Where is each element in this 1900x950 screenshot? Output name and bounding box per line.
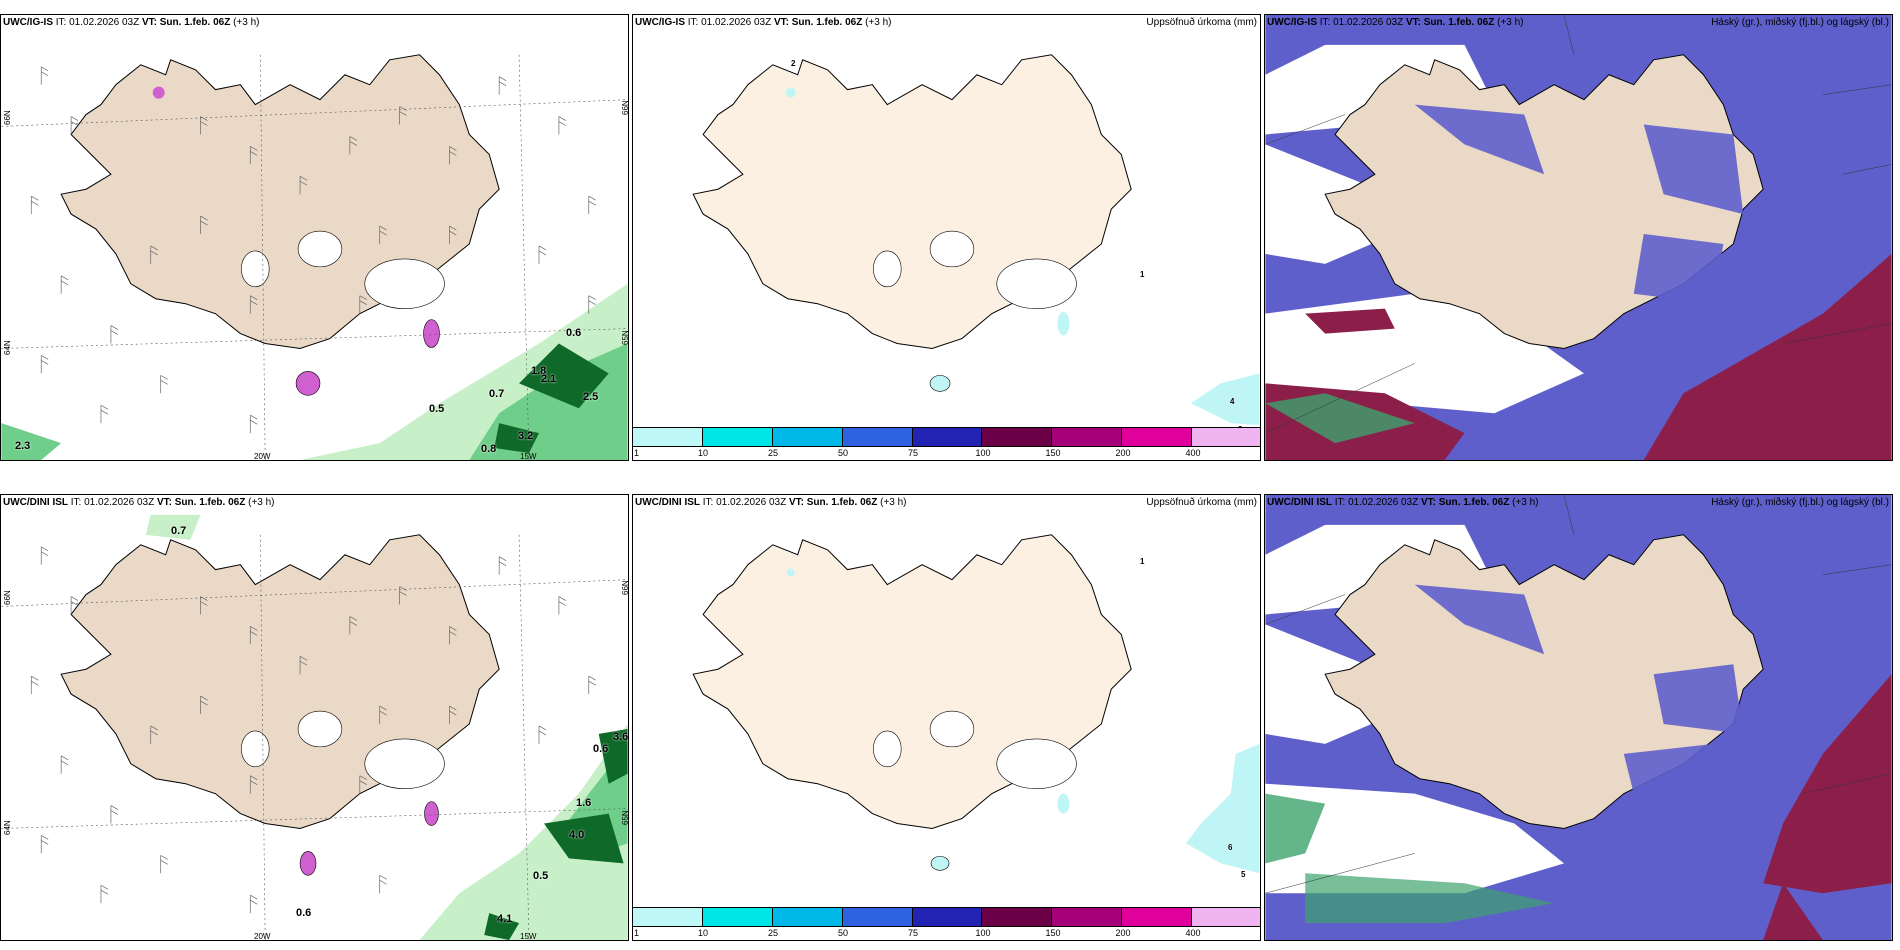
colorbar-swatch <box>842 428 913 446</box>
panel-dini-wind: UWC/DINI ISL IT: 01.02.2026 03Z VT: Sun.… <box>0 494 629 941</box>
colorbar-swatch <box>702 428 773 446</box>
colorbar-swatch <box>702 908 773 926</box>
lat-label: 66N <box>3 110 12 125</box>
lon-label: 15W <box>520 452 537 461</box>
colorbar-swatch <box>1052 428 1123 446</box>
colorbar-tick: 400 <box>1185 448 1201 458</box>
panel-title: UWC/IG-IS IT: 01.02.2026 03Z VT: Sun. 1.… <box>1267 17 1524 28</box>
colorbar-swatch <box>1122 428 1193 446</box>
value-label: 2.1 <box>541 373 557 385</box>
map-canvas <box>1 15 628 460</box>
lat-label: 66N <box>3 590 12 605</box>
lon-label: 15W <box>520 932 537 941</box>
value-label: 6 <box>1228 843 1233 852</box>
colorbar-tick: 150 <box>1045 448 1061 458</box>
lat-label: 66N <box>621 100 629 115</box>
colorbar-ticks: 1 10 25 50 75 100 150 200 400 <box>633 927 1260 940</box>
lon-label: 20W <box>254 452 271 461</box>
colorbar-swatch <box>912 428 983 446</box>
colorbar-tick: 10 <box>697 928 709 938</box>
colorbar-swatch <box>633 428 703 446</box>
colorbar-tick: 150 <box>1045 928 1061 938</box>
lon-label: 20W <box>254 932 271 941</box>
value-label: 0.7 <box>171 525 187 537</box>
lat-label: 65N <box>621 330 629 345</box>
panel-dini-clouds: UWC/DINI ISL IT: 01.02.2026 03Z VT: Sun.… <box>1264 494 1893 941</box>
colorbar-swatch <box>1052 908 1123 926</box>
panel-right-title: Háský (gr.), miðský (fj.bl.) og lágský (… <box>1711 17 1889 28</box>
value-label: 2.3 <box>15 440 31 452</box>
value-label: 1 <box>1140 270 1145 279</box>
value-label: 1.8 <box>531 365 547 377</box>
colorbar-tick: 50 <box>837 928 849 938</box>
lat-label: 64N <box>3 820 12 835</box>
colorbar-swatch <box>1192 908 1260 926</box>
value-label: 0.6 <box>566 327 582 339</box>
panel-dini-precip: UWC/DINI ISL IT: 01.02.2026 03Z VT: Sun.… <box>632 494 1261 941</box>
colorbar-tick: 25 <box>767 928 779 938</box>
colorbar <box>633 427 1260 447</box>
value-label: 4.1 <box>497 913 513 925</box>
panel-title: UWC/DINI ISL IT: 01.02.2026 03Z VT: Sun.… <box>3 497 275 508</box>
colorbar-tick: 200 <box>1115 928 1131 938</box>
colorbar-tick: 100 <box>975 448 991 458</box>
colorbar-ticks: 1 10 25 50 75 100 150 200 400 <box>633 447 1260 460</box>
value-label: 2.5 <box>583 391 599 403</box>
value-label: 0.5 <box>533 870 549 882</box>
panel-title: UWC/IG-IS IT: 01.02.2026 03Z VT: Sun. 1.… <box>3 17 260 28</box>
value-label: 5 <box>1241 870 1246 879</box>
map-canvas <box>1265 15 1892 460</box>
colorbar-swatch <box>772 428 843 446</box>
colorbar-swatch <box>1122 908 1193 926</box>
colorbar-tick: 75 <box>907 448 919 458</box>
map-canvas <box>633 15 1260 460</box>
value-label: 0.8 <box>481 443 497 455</box>
value-label: 2 <box>791 59 796 68</box>
panel-ig-clouds: UWC/IG-IS IT: 01.02.2026 03Z VT: Sun. 1.… <box>1264 14 1893 461</box>
colorbar-swatch <box>772 908 843 926</box>
value-label: 0.5 <box>429 403 445 415</box>
colorbar-tick: 10 <box>697 448 709 458</box>
colorbar-tick: 1 <box>634 928 640 938</box>
lat-label: 64N <box>3 340 12 355</box>
value-label: 0.6 <box>593 743 609 755</box>
panel-ig-precip: UWC/IG-IS IT: 01.02.2026 03Z VT: Sun. 1.… <box>632 14 1261 461</box>
map-canvas <box>1 495 628 940</box>
value-label: 1.6 <box>576 797 592 809</box>
panel-title: UWC/DINI ISL IT: 01.02.2026 03Z VT: Sun.… <box>1267 497 1539 508</box>
value-label: 0.7 <box>489 388 505 400</box>
colorbar-tick: 75 <box>907 928 919 938</box>
colorbar-swatch <box>912 908 983 926</box>
colorbar-swatch <box>633 908 703 926</box>
lat-label: 66N <box>621 580 629 595</box>
colorbar-swatch <box>842 908 913 926</box>
colorbar-tick: 200 <box>1115 448 1131 458</box>
panel-right-title: Uppsöfnuð úrkoma (mm) <box>1146 17 1257 28</box>
colorbar-swatch <box>982 428 1053 446</box>
value-label: 4 <box>1230 397 1235 406</box>
value-label: 4.0 <box>569 829 585 841</box>
panel-ig-wind: UWC/IG-IS IT: 01.02.2026 03Z VT: Sun. 1.… <box>0 14 629 461</box>
value-label: 1 <box>1140 557 1145 566</box>
value-label: 3.6 <box>613 731 629 743</box>
colorbar-tick: 400 <box>1185 928 1201 938</box>
colorbar-tick: 1 <box>634 448 640 458</box>
panel-right-title: Uppsöfnuð úrkoma (mm) <box>1146 497 1257 508</box>
colorbar-tick: 25 <box>767 448 779 458</box>
panel-right-title: Háský (gr.), miðský (fj.bl.) og lágský (… <box>1711 497 1889 508</box>
panel-title: UWC/IG-IS IT: 01.02.2026 03Z VT: Sun. 1.… <box>635 17 892 28</box>
colorbar-swatch <box>982 908 1053 926</box>
lat-label: 65N <box>621 810 629 825</box>
map-canvas <box>1265 495 1892 940</box>
panel-title: UWC/DINI ISL IT: 01.02.2026 03Z VT: Sun.… <box>635 497 907 508</box>
colorbar <box>633 907 1260 927</box>
colorbar-swatch <box>1192 428 1260 446</box>
colorbar-tick: 100 <box>975 928 991 938</box>
value-label: 3.2 <box>518 430 534 442</box>
map-canvas <box>633 495 1260 940</box>
value-label: 0.6 <box>296 907 312 919</box>
colorbar-tick: 50 <box>837 448 849 458</box>
